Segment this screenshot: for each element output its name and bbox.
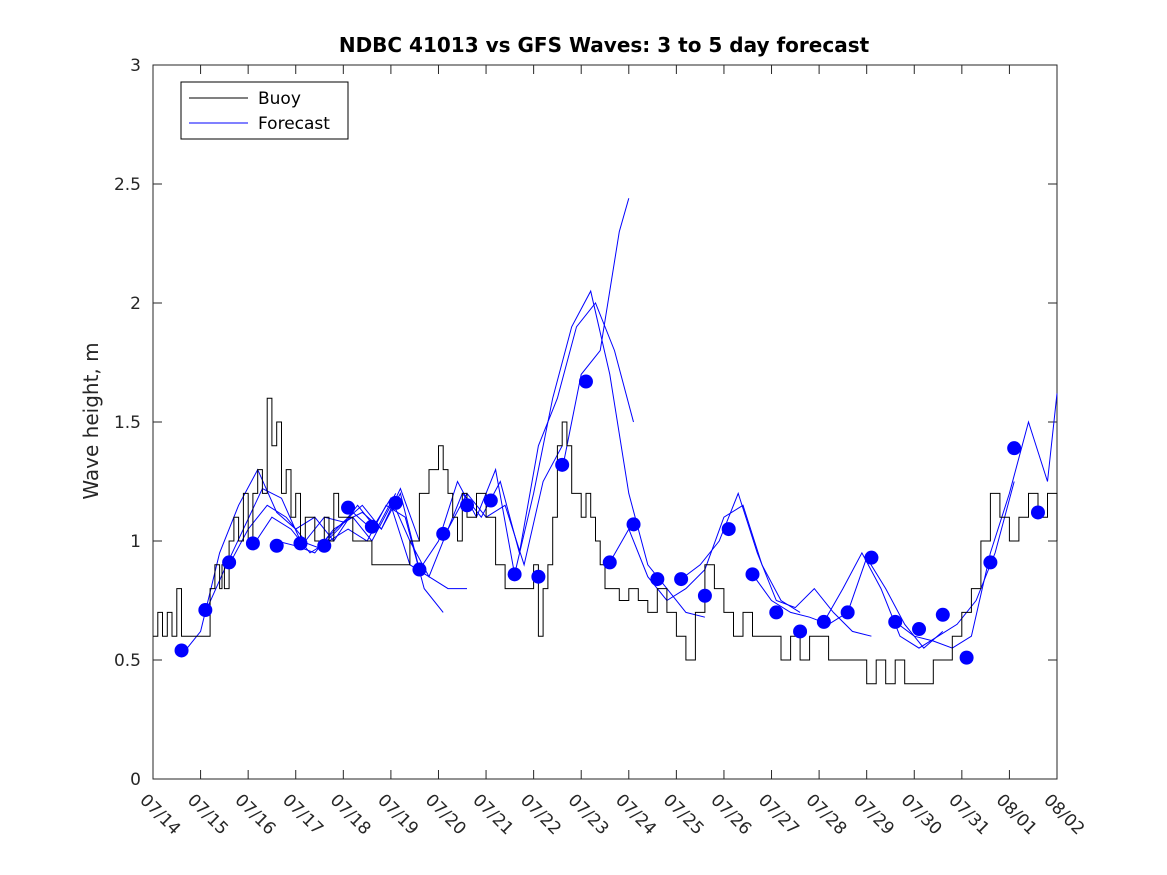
forecast-marker: [864, 550, 879, 565]
forecast-marker: [245, 536, 260, 551]
forecast-marker: [198, 603, 213, 618]
forecast-marker: [840, 605, 855, 620]
forecast-trace-line: [894, 393, 1058, 649]
y-axis-label: Wave height, m: [79, 342, 103, 499]
forecast-marker: [483, 493, 498, 508]
forecast-marker: [436, 526, 451, 541]
y-tick-label: 2.5: [114, 175, 141, 195]
forecast-marker: [269, 538, 284, 553]
forecast-marker: [293, 536, 308, 551]
forecast-trace-line: [561, 198, 630, 470]
forecast-marker: [578, 374, 593, 389]
forecast-marker: [531, 569, 546, 584]
forecast-trace-line: [823, 481, 1015, 649]
forecast-marker: [1007, 441, 1022, 456]
chart-title: NDBC 41013 vs GFS Waves: 3 to 5 day fore…: [339, 33, 870, 57]
forecast-marker: [769, 605, 784, 620]
forecast-marker: [222, 555, 237, 570]
forecast-marker: [793, 624, 808, 639]
forecast-marker: [888, 614, 903, 629]
forecast-marker: [174, 643, 189, 658]
legend: Buoy Forecast: [180, 81, 349, 140]
forecast-marker: [983, 555, 998, 570]
forecast-marker: [341, 500, 356, 515]
y-tick-label: 0: [130, 770, 141, 790]
forecast-marker: [959, 650, 974, 665]
forecast-marker: [388, 495, 403, 510]
legend-box: [180, 81, 349, 140]
forecast-marker: [555, 457, 570, 472]
forecast-marker: [602, 555, 617, 570]
y-tick-label: 1.5: [114, 413, 141, 433]
y-tick-label: 0.5: [114, 651, 141, 671]
y-tick-label: 3: [130, 56, 141, 76]
forecast-marker: [745, 567, 760, 582]
forecast-marker: [460, 498, 475, 513]
forecast-marker: [912, 622, 927, 637]
forecast-marker: [674, 572, 689, 587]
forecast-marker: [412, 562, 427, 577]
forecast-marker: [364, 519, 379, 534]
y-tick-label: 2: [130, 294, 141, 314]
forecast-marker: [935, 607, 950, 622]
forecast-marker: [650, 572, 665, 587]
legend-forecast-label: Forecast: [258, 114, 330, 134]
forecast-trace-line: [442, 302, 634, 554]
legend-buoy-label: Buoy: [258, 89, 301, 109]
forecast-marker: [816, 614, 831, 629]
forecast-marker: [1030, 505, 1045, 520]
forecast-trace-line: [181, 468, 373, 656]
forecast-trace-line: [680, 491, 872, 637]
forecast-marker: [626, 517, 641, 532]
forecast-marker: [721, 522, 736, 537]
y-tick-label: 1: [130, 532, 141, 552]
forecast-marker: [697, 588, 712, 603]
forecast-marker: [507, 567, 522, 582]
forecast-marker: [317, 538, 332, 553]
buoy-series-line: [153, 397, 1058, 685]
